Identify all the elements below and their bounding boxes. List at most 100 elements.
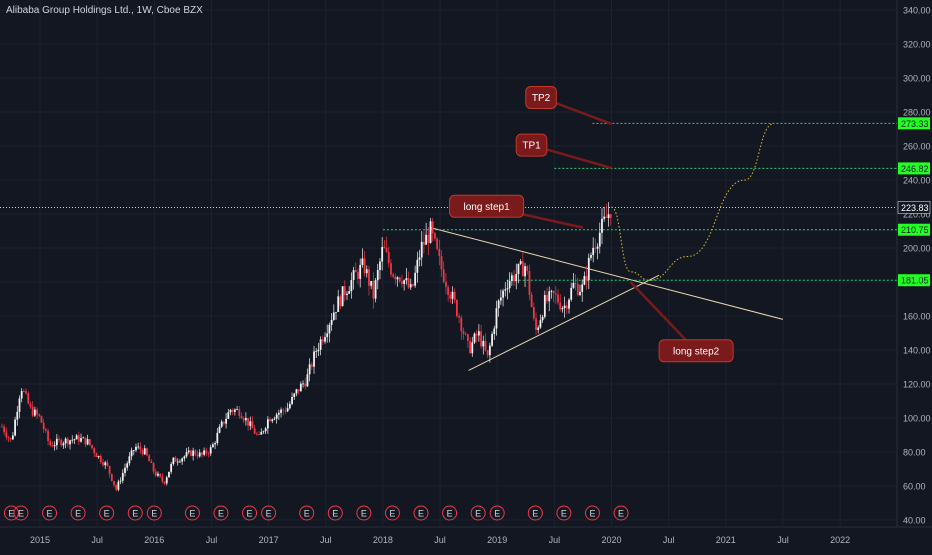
earnings-marker-label: E [189,509,195,519]
candle-body [22,391,25,392]
candle-body [346,293,348,296]
candle-body [262,431,265,433]
candle-body [150,461,153,463]
candle-body [187,450,190,453]
candle-body [295,389,298,394]
candle-body [447,286,450,295]
earnings-marker-icon [13,505,29,521]
candle-body [159,473,162,477]
candle-body [229,409,232,413]
candle-body [363,258,366,274]
earnings-marker-icon [489,505,505,521]
x-tick-label: 2015 [30,535,50,545]
candle-body [36,409,38,415]
candle-body [372,280,375,299]
candle-body [91,444,93,449]
candle-body [423,241,425,245]
candle-body [163,481,166,484]
level-badge [898,117,930,130]
candle-body [14,419,16,436]
candle-body [554,293,557,295]
candle-body [376,270,379,281]
candle-body [530,294,533,308]
earnings-marker-icon [146,505,162,521]
candle-body [390,263,392,275]
candle-body [273,418,276,420]
candle-body [581,284,584,292]
candle-body [286,408,289,412]
candle-body [508,281,511,289]
candle-body [297,389,300,392]
candle-body [418,257,421,260]
earnings-marker-label: E [75,509,81,519]
candle-body [438,248,441,257]
candle-body [266,419,269,429]
candle-body [493,328,496,334]
x-tick-label: 2017 [259,535,279,545]
candle-body [574,282,577,285]
candle-body [7,437,10,439]
candle-body [570,287,573,300]
candle-body [462,331,465,334]
candle-body [42,422,45,430]
earnings-marker-icon [184,505,200,521]
candle-body [291,397,293,404]
candle-body [460,317,463,332]
candle-body [319,339,322,350]
candle-body [385,248,388,252]
candle-body [69,440,71,445]
earnings-marker-icon [213,505,229,521]
candle-body [60,439,63,446]
candle-body [499,297,502,301]
candle-body [425,234,428,245]
candle-body [398,277,401,282]
candle-body [486,350,489,356]
candle-body [407,278,410,288]
candle-body [510,275,513,282]
earnings-marker-icon [3,505,19,521]
candle-body [304,383,307,387]
candle-body [541,316,544,321]
y-tick-label: 340.00 [903,6,931,16]
candle-body [16,411,19,420]
candle-body [66,438,69,445]
candle-body [587,257,590,281]
candle-body [361,258,364,265]
earnings-marker-icon [42,505,58,521]
candle-body [233,409,236,412]
candle-body [49,441,52,446]
y-tick-label: 160.00 [903,312,931,322]
earnings-marker-label: E [151,509,157,519]
y-tick-label: 320.00 [903,40,931,50]
earnings-marker-label: E [447,509,453,519]
candle-body [343,286,346,296]
candle-body [383,246,386,249]
candle-body [381,246,384,262]
earnings-marker-label: E [494,509,500,519]
candle-body [102,462,104,466]
candle-body [231,409,234,412]
candle-body [504,289,507,291]
earnings-marker-icon [127,505,143,521]
earnings-marker-label: E [561,509,567,519]
candle-body [414,272,417,286]
candle-body [80,438,82,442]
candle-body [174,457,177,462]
candles-group [1,202,612,492]
annotation-label: long step2 [673,346,720,357]
candle-body [218,426,221,433]
candle-body [302,383,304,385]
candle-body [537,327,540,331]
candle-body [563,305,566,309]
level-badge [898,223,930,236]
candle-body [40,415,43,423]
candle-body [5,432,8,438]
earnings-marker-icon [613,505,629,521]
candle-body [445,281,447,287]
candle-body [141,450,144,455]
candle-body [456,300,458,316]
candle-body [350,279,353,292]
candle-body [475,333,478,336]
candle-body [95,453,98,458]
